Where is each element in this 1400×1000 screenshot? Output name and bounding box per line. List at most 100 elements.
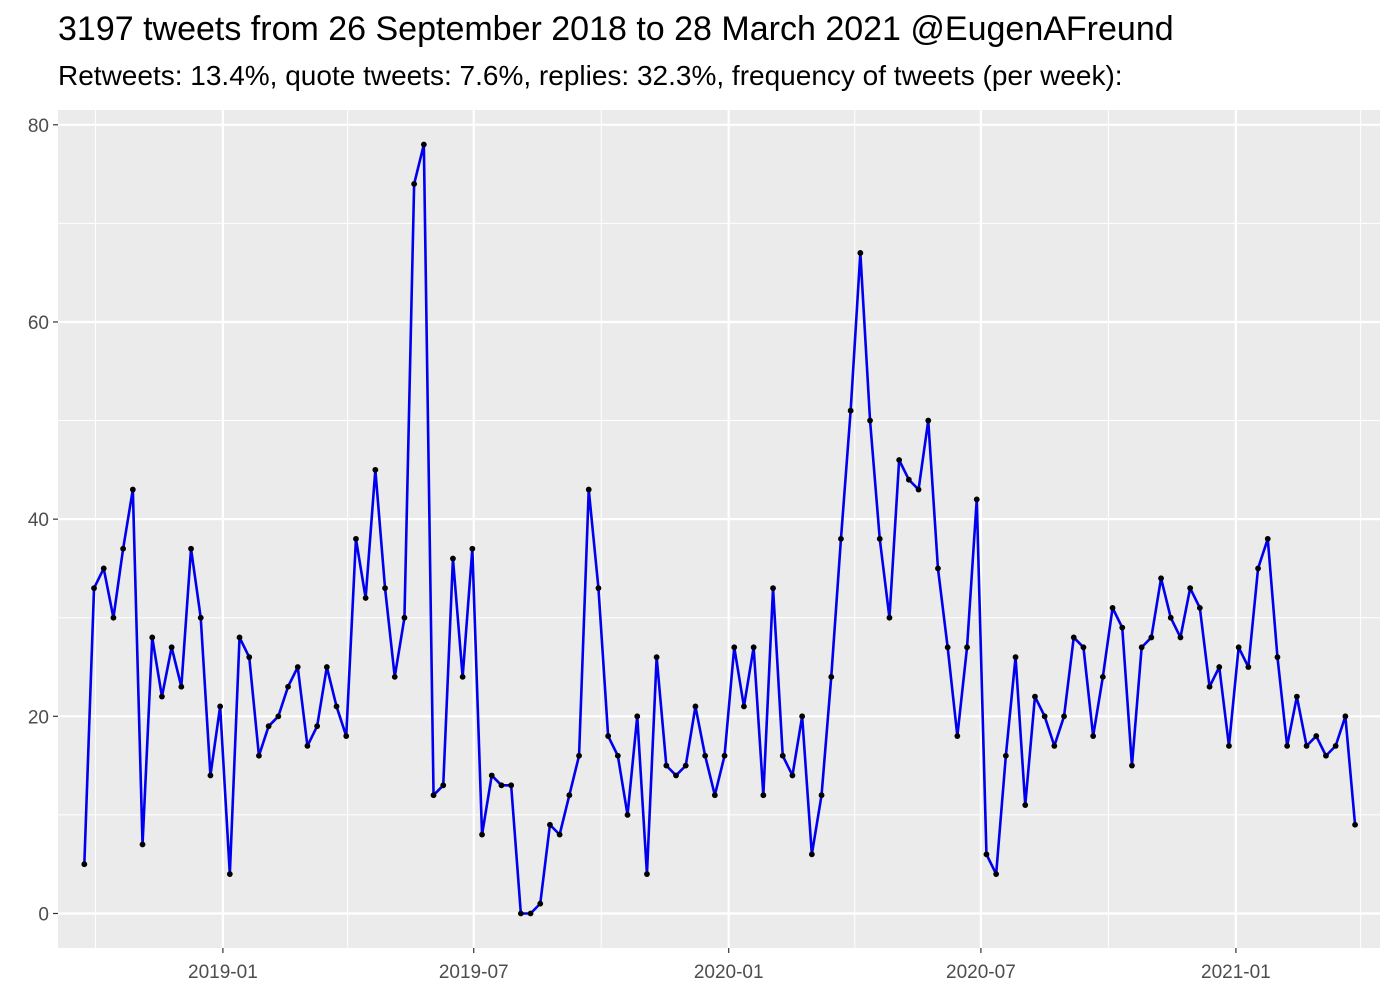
data-point	[488, 772, 495, 779]
data-point	[779, 752, 786, 759]
data-point	[197, 614, 204, 621]
data-point	[838, 535, 844, 542]
data-point	[876, 535, 883, 542]
data-point	[420, 141, 427, 148]
data-point	[847, 407, 854, 414]
data-point	[1070, 634, 1077, 641]
data-point	[1119, 624, 1126, 631]
data-point	[353, 535, 359, 542]
data-point	[1313, 733, 1320, 739]
data-point	[469, 545, 476, 552]
data-point	[1012, 654, 1019, 661]
data-point	[770, 585, 776, 592]
data-point	[614, 752, 621, 759]
data-point	[401, 614, 408, 621]
data-point	[547, 821, 553, 828]
data-point	[1051, 742, 1058, 749]
data-point	[644, 871, 650, 877]
data-point	[673, 772, 679, 779]
data-point	[81, 861, 88, 868]
data-point	[1284, 742, 1291, 749]
data-point	[207, 772, 214, 779]
data-point	[915, 486, 922, 493]
data-point	[1226, 742, 1232, 749]
data-point	[1255, 565, 1261, 572]
data-point	[517, 910, 524, 917]
y-tick-label: 40	[28, 510, 49, 531]
data-point	[867, 417, 873, 424]
data-point	[624, 812, 631, 818]
data-point	[1235, 644, 1242, 651]
data-point	[333, 703, 340, 710]
data-point	[1129, 762, 1135, 769]
data-point	[1274, 654, 1281, 661]
data-point	[1138, 644, 1145, 651]
data-point	[993, 871, 1000, 877]
data-point	[702, 752, 709, 759]
data-point	[1303, 742, 1310, 749]
data-point	[741, 703, 747, 710]
data-point	[1264, 535, 1271, 542]
data-point	[1080, 644, 1087, 651]
data-point	[246, 654, 253, 661]
major-gridlines	[58, 110, 1380, 948]
data-point	[285, 683, 291, 690]
data-point	[120, 545, 127, 552]
x-tick-label: 2021-01	[1201, 962, 1271, 983]
data-point	[973, 496, 980, 503]
data-point	[1022, 802, 1029, 808]
data-point	[1148, 634, 1155, 641]
data-point	[944, 644, 951, 651]
data-point	[605, 733, 612, 739]
data-point	[1342, 713, 1349, 720]
data-point	[168, 644, 175, 651]
data-point	[1187, 585, 1194, 592]
data-point	[226, 871, 233, 877]
data-point	[430, 792, 437, 799]
data-point	[576, 752, 582, 759]
data-point	[886, 614, 893, 621]
data-point	[1158, 575, 1164, 582]
x-tick-label: 2019-01	[188, 962, 258, 983]
x-tick-label: 2020-01	[694, 962, 764, 983]
chart-subtitle: Retweets: 13.4%, quote tweets: 7.6%, rep…	[58, 60, 1123, 91]
data-point	[1332, 742, 1339, 749]
data-point	[983, 851, 990, 858]
data-point	[411, 181, 418, 187]
data-point	[1245, 664, 1252, 670]
data-point	[110, 614, 117, 621]
data-point	[857, 250, 864, 256]
data-point	[256, 752, 262, 759]
data-point	[372, 466, 379, 473]
data-point	[178, 683, 185, 690]
data-point	[1177, 634, 1184, 641]
data-point	[265, 723, 272, 730]
data-point	[653, 654, 660, 661]
data-point	[236, 634, 243, 641]
data-point	[139, 841, 146, 848]
data-point	[498, 782, 505, 789]
data-point	[634, 713, 641, 720]
data-point	[595, 585, 602, 592]
chart-title: 3197 tweets from 26 September 2018 to 28…	[58, 10, 1174, 48]
y-tick-label: 0	[38, 904, 49, 925]
data-point	[585, 486, 592, 493]
data-point	[731, 644, 738, 651]
data-point	[323, 664, 330, 670]
data-point	[692, 703, 699, 710]
data-point	[925, 417, 932, 424]
data-point	[954, 733, 961, 739]
plot-panel	[58, 110, 1380, 948]
data-point	[1323, 752, 1329, 759]
data-point	[935, 565, 941, 572]
data-point	[275, 713, 282, 720]
data-point	[149, 634, 156, 641]
data-point	[760, 792, 767, 799]
data-point	[789, 772, 796, 779]
data-point	[343, 733, 350, 739]
data-point	[1196, 604, 1203, 611]
data-point	[159, 693, 165, 700]
axes: 0 20 40 60 80 2019-01 2019-07 2020-01 2020-07 202…	[28, 116, 1271, 983]
data-point	[382, 585, 388, 592]
